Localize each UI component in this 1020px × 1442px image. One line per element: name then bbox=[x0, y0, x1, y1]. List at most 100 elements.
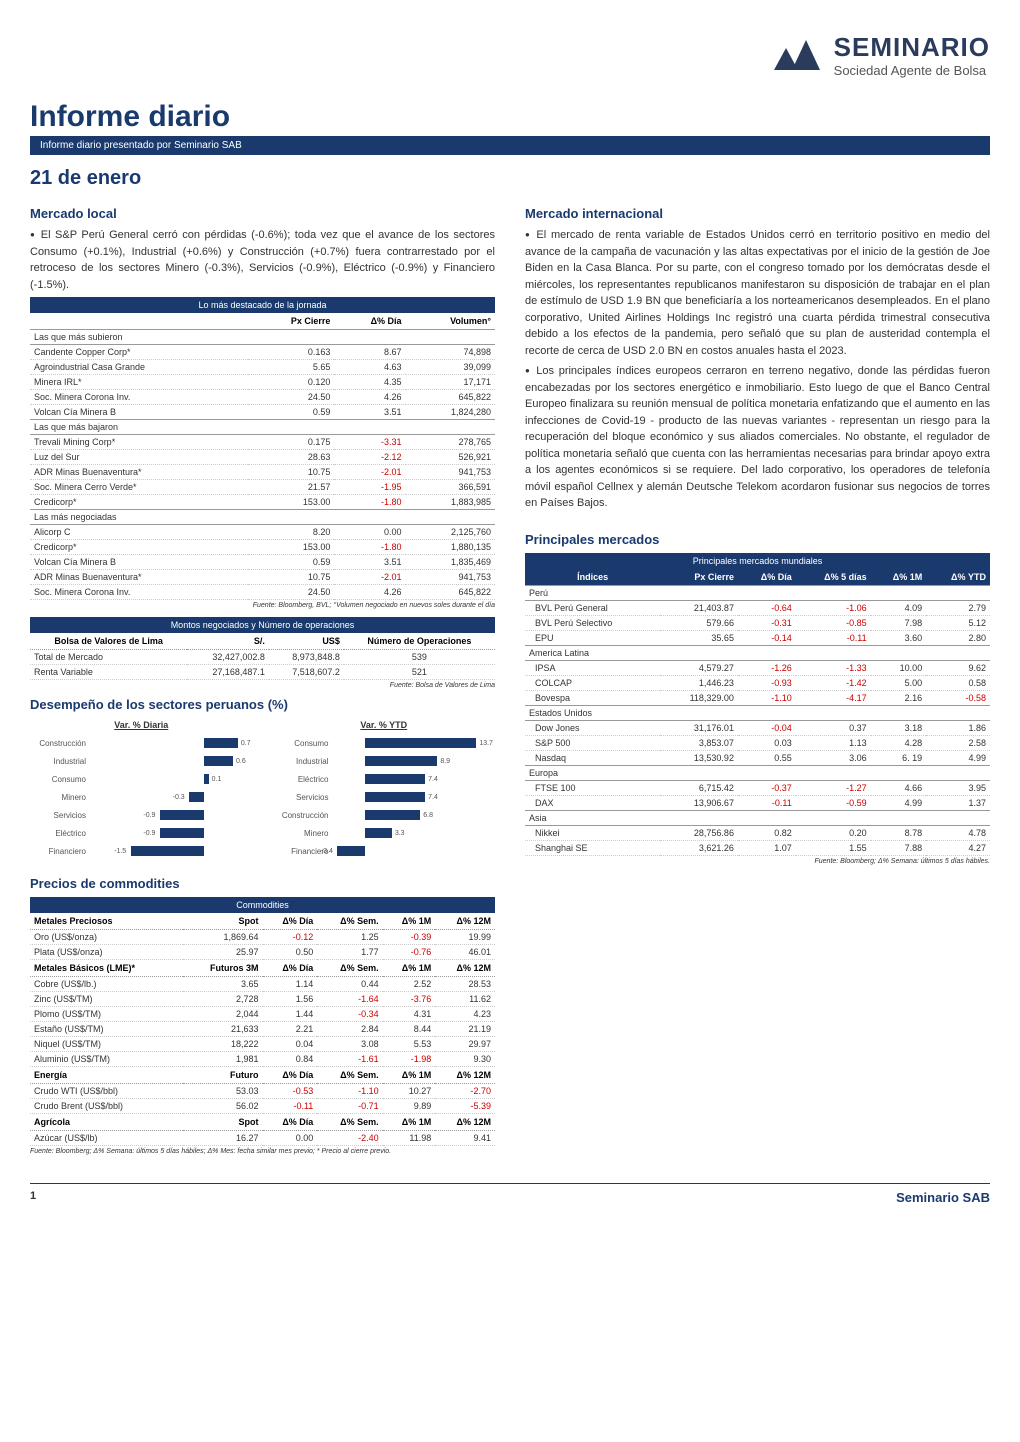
mcol5: Δ% YTD bbox=[926, 569, 990, 586]
table-row: Dow Jones31,176.01-0.040.373.181.86 bbox=[525, 720, 990, 735]
commodities-title: Precios de commodities bbox=[30, 876, 495, 891]
logo-subtitle: Sociedad Agente de Bolsa bbox=[834, 63, 990, 78]
mercado-local-text: ● El S&P Perú General cerró con pérdidas… bbox=[30, 227, 495, 293]
table-row: Alicorp C8.200.002,125,760 bbox=[30, 525, 495, 540]
table-row: Crudo Brent (US$/bbl)56.02-0.11-0.719.89… bbox=[30, 1099, 495, 1114]
chart-bar: Industrial 0.6 bbox=[30, 752, 253, 770]
chart-bar: Eléctrico -0.9 bbox=[30, 824, 253, 842]
sectores-title: Desempeño de los sectores peruanos (%) bbox=[30, 697, 495, 712]
intl-text-2: ● Los principales índices europeos cerra… bbox=[525, 363, 990, 512]
chart-ytd: Var. % YTD Consumo 13.7 Industrial 8.9 E… bbox=[273, 720, 496, 860]
right-column: Mercado internacional ● El mercado de re… bbox=[525, 198, 990, 1163]
logo-title: SEMINARIO bbox=[834, 32, 990, 63]
table-row: Plomo (US$/TM)2,0441.44-0.344.314.23 bbox=[30, 1007, 495, 1022]
montos-col3: Número de Operaciones bbox=[344, 633, 495, 650]
intl-text-1: ● El mercado de renta variable de Estado… bbox=[525, 227, 990, 359]
table-row: Shanghai SE3,621.261.071.557.884.27 bbox=[525, 840, 990, 855]
logo-area: SEMINARIO Sociedad Agente de Bolsa bbox=[30, 20, 990, 100]
table-row: Soc. Minera Cerro Verde*21.57-1.95366,59… bbox=[30, 480, 495, 495]
commodities-header: Commodities bbox=[30, 897, 495, 913]
table-group: Europa bbox=[525, 765, 990, 780]
col-delta-dia: Δ% Día bbox=[334, 313, 405, 330]
chart-bar: Servicios 7.4 bbox=[273, 788, 496, 806]
mcol0: Índices bbox=[525, 569, 660, 586]
table-row: Estaño (US$/TM)21,6332.212.848.4421.19 bbox=[30, 1022, 495, 1037]
mercados-header: Principales mercados mundiales bbox=[525, 553, 990, 569]
report-bar: Informe diario presentado por Seminario … bbox=[30, 136, 990, 155]
logo-icon bbox=[766, 30, 826, 80]
table-row: Renta Variable27,168,487.17,518,607.2521 bbox=[30, 665, 495, 680]
table-group: Asia bbox=[525, 810, 990, 825]
chart-bar: Eléctrico 7.4 bbox=[273, 770, 496, 788]
table-group: Las que más bajaron bbox=[30, 420, 495, 435]
table-row: DAX13,906.67-0.11-0.594.991.37 bbox=[525, 795, 990, 810]
mcol2: Δ% Día bbox=[738, 569, 796, 586]
left-column: Mercado local ● El S&P Perú General cerr… bbox=[30, 198, 495, 1163]
chart-ytd-title: Var. % YTD bbox=[273, 720, 496, 730]
mercado-local-title: Mercado local bbox=[30, 206, 495, 221]
montos-header: Montos negociados y Número de operacione… bbox=[30, 617, 495, 633]
chart-daily-title: Var. % Diaria bbox=[30, 720, 253, 730]
table-row: Nasdaq13,530.920.553.066. 194.99 bbox=[525, 750, 990, 765]
table-row: Soc. Minera Corona Inv.24.504.26645,822 bbox=[30, 585, 495, 600]
table-row: Niquel (US$/TM)18,2220.043.085.5329.97 bbox=[30, 1037, 495, 1052]
table-row: Cobre (US$/lb.)3.651.140.442.5228.53 bbox=[30, 977, 495, 992]
chart-bar: Construcción 6.8 bbox=[273, 806, 496, 824]
table-row: Volcan Cía Minera B0.593.511,824,280 bbox=[30, 405, 495, 420]
montos-source: Fuente: Bolsa de Valores de Lima bbox=[30, 682, 495, 689]
table-row: Nikkei28,756.860.820.208.784.78 bbox=[525, 825, 990, 840]
chart-bar: Consumo 13.7 bbox=[273, 734, 496, 752]
table-row: Bovespa118,329.00-1.10-4.172.16-0.58 bbox=[525, 690, 990, 705]
report-title: Informe diario bbox=[30, 100, 990, 134]
table-row: FTSE 1006,715.42-0.37-1.274.663.95 bbox=[525, 780, 990, 795]
chart-bar: Industrial 8.9 bbox=[273, 752, 496, 770]
date-heading: 21 de enero bbox=[30, 167, 990, 190]
mercados-table: Principales mercados mundiales Índices P… bbox=[525, 553, 990, 856]
montos-col2: US$ bbox=[269, 633, 344, 650]
table-group: Las más negociadas bbox=[30, 510, 495, 525]
table-group: Perú bbox=[525, 585, 990, 600]
table-row: Aluminio (US$/TM)1,9810.84-1.61-1.989.30 bbox=[30, 1052, 495, 1067]
intl-text2-content: Los principales índices europeos cerraro… bbox=[525, 365, 990, 509]
jornada-table: Lo más destacado de la jornada Px Cierre… bbox=[30, 297, 495, 600]
table-row: Candente Copper Corp*0.1638.6774,898 bbox=[30, 345, 495, 360]
table-row: Credicorp*153.00-1.801,880,135 bbox=[30, 540, 495, 555]
table-row: ADR Minas Buenaventura*10.75-2.01941,753 bbox=[30, 465, 495, 480]
table-row: Total de Mercado32,427,002.88,973,848.85… bbox=[30, 650, 495, 665]
chart-bar: Financiero -1.5 bbox=[30, 842, 253, 860]
montos-col1: S/. bbox=[187, 633, 269, 650]
table-row: Trevali Mining Corp*0.175-3.31278,765 bbox=[30, 435, 495, 450]
table-row: Oro (US$/onza)1,869.64-0.121.25-0.3919.9… bbox=[30, 930, 495, 945]
table-row: Luz del Sur28.63-2.12526,921 bbox=[30, 450, 495, 465]
chart-bar: Financiero -3.4 bbox=[273, 842, 496, 860]
mercados-title: Principales mercados bbox=[525, 532, 990, 547]
table-row: ADR Minas Buenaventura*10.75-2.01941,753 bbox=[30, 570, 495, 585]
mercados-source: Fuente: Bloomberg; Δ% Semana: últimos 5 … bbox=[525, 858, 990, 865]
chart-daily: Var. % Diaria Construcción 0.7 Industria… bbox=[30, 720, 253, 860]
table-row: EPU35.65-0.14-0.113.602.80 bbox=[525, 630, 990, 645]
jornada-header: Lo más destacado de la jornada bbox=[30, 297, 495, 313]
jornada-source: Fuente: Bloomberg, BVL; °Volumen negocia… bbox=[30, 602, 495, 609]
chart-bar: Minero -0.3 bbox=[30, 788, 253, 806]
table-row: Minera IRL*0.1204.3517,171 bbox=[30, 375, 495, 390]
table-row: Soc. Minera Corona Inv.24.504.26645,822 bbox=[30, 390, 495, 405]
mcol1: Px Cierre bbox=[660, 569, 738, 586]
table-row: COLCAP1,446.23-0.93-1.425.000.58 bbox=[525, 675, 990, 690]
footer-brand: Seminario SAB bbox=[896, 1190, 990, 1205]
local-text-content: El S&P Perú General cerró con pérdidas (… bbox=[30, 229, 495, 291]
commodities-source: Fuente: Bloomberg; Δ% Semana: últimos 5 … bbox=[30, 1148, 495, 1155]
footer-page: 1 bbox=[30, 1190, 36, 1205]
mcol3: Δ% 5 días bbox=[796, 569, 871, 586]
chart-bar: Minero 3.3 bbox=[273, 824, 496, 842]
mcol4: Δ% 1M bbox=[871, 569, 927, 586]
mercado-intl-title: Mercado internacional bbox=[525, 206, 990, 221]
table-group: Estados Unidos bbox=[525, 705, 990, 720]
table-group: Las que más subieron bbox=[30, 330, 495, 345]
col-pxcierre: Px Cierre bbox=[248, 313, 335, 330]
footer: 1 Seminario SAB bbox=[30, 1183, 990, 1205]
montos-col0: Bolsa de Valores de Lima bbox=[30, 633, 187, 650]
montos-table: Montos negociados y Número de operacione… bbox=[30, 617, 495, 680]
table-row: Zinc (US$/TM)2,7281.56-1.64-3.7611.62 bbox=[30, 992, 495, 1007]
table-row: Azúcar (US$/lb)16.270.00-2.4011.989.41 bbox=[30, 1131, 495, 1146]
table-row: S&P 5003,853.070.031.134.282.58 bbox=[525, 735, 990, 750]
